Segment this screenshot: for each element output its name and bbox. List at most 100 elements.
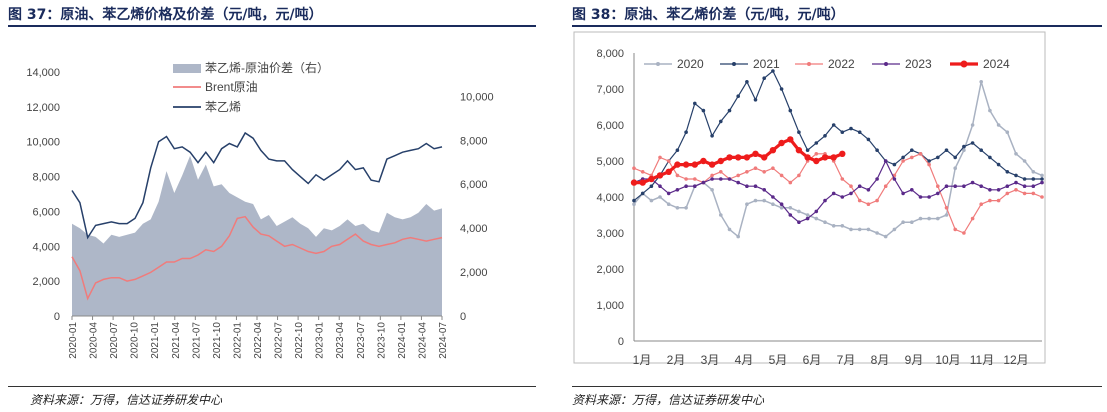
right-series-point-2022 bbox=[910, 155, 914, 160]
left-y-tick-label: 14,000 bbox=[26, 67, 60, 79]
right-series-point-2020 bbox=[814, 216, 819, 221]
right-series-point-2023 bbox=[936, 191, 940, 196]
right-series-point-2023 bbox=[866, 188, 871, 192]
left-legend-label: 苯乙烯-原油价差（右） bbox=[205, 60, 329, 75]
right-series-point-2021 bbox=[979, 148, 983, 152]
right-series-point-2023 bbox=[962, 184, 966, 188]
right-legend-marker-2020 bbox=[656, 62, 660, 66]
left-x-tick-label: 2023-07 bbox=[356, 322, 367, 359]
left-x-tick-label: 2020-10 bbox=[130, 322, 141, 359]
right-series-point-2021 bbox=[814, 141, 819, 145]
right-series-point-2023 bbox=[892, 177, 897, 181]
right-series-point-2020 bbox=[1022, 159, 1027, 163]
right-series-point-2020 bbox=[970, 123, 975, 127]
right-series-point-2021 bbox=[788, 108, 793, 113]
right-series-point-2024 bbox=[804, 154, 811, 161]
right-series-point-2023 bbox=[1014, 180, 1018, 185]
right-series-point-2022 bbox=[944, 206, 949, 210]
left-x-tick-label: 2024-04 bbox=[417, 322, 428, 359]
right-series-point-2023 bbox=[831, 191, 836, 196]
right-series-point-2020 bbox=[996, 123, 1001, 127]
right-series-point-2022 bbox=[1005, 191, 1010, 196]
right-series-point-2024 bbox=[700, 157, 707, 165]
right-series-point-2021 bbox=[797, 130, 801, 134]
right-series-point-2020 bbox=[979, 80, 983, 84]
right-series-point-2020 bbox=[1031, 170, 1036, 174]
right-series-point-2021 bbox=[944, 148, 949, 152]
right-x-tick-label: 10月 bbox=[935, 353, 960, 367]
left-x-tick-label: 2024-07 bbox=[438, 322, 449, 359]
right-series-point-2023 bbox=[1005, 184, 1010, 188]
right-series-point-2023 bbox=[814, 209, 819, 214]
left-y-tick-label: 12,000 bbox=[26, 102, 60, 114]
left-x-tick-label: 2020-07 bbox=[109, 322, 120, 359]
right-series-point-2021 bbox=[719, 119, 723, 124]
right-series-point-2023 bbox=[996, 188, 1001, 192]
right-y-tick-label: 4,000 bbox=[460, 223, 488, 235]
right-x-tick-label: 3月 bbox=[701, 353, 720, 367]
right-series-point-2021 bbox=[632, 198, 636, 203]
right-series-point-2020 bbox=[753, 198, 758, 203]
right-series-point-2020 bbox=[840, 224, 845, 228]
right-series-point-2021 bbox=[1040, 177, 1044, 181]
right-series-point-2020 bbox=[910, 220, 914, 224]
right-series-point-2020 bbox=[719, 213, 723, 217]
right-legend-marker-2021 bbox=[732, 62, 736, 66]
left-x-tick-label: 2023-10 bbox=[376, 322, 387, 359]
right-series-point-2024 bbox=[639, 179, 646, 186]
right-series-point-2024 bbox=[769, 147, 777, 154]
right-x-tick-label: 2月 bbox=[667, 353, 686, 367]
right-series-point-2021 bbox=[901, 155, 905, 160]
right-series-point-2020 bbox=[736, 234, 740, 239]
right-series-point-2021 bbox=[927, 159, 931, 163]
left-x-tick-label: 2020-04 bbox=[89, 322, 100, 359]
right-series-point-2023 bbox=[944, 184, 949, 188]
right-series-point-2023 bbox=[979, 184, 983, 188]
right-y-tick-label: 4,000 bbox=[596, 192, 624, 204]
right-series-point-2022 bbox=[632, 166, 636, 170]
right-series-point-2022 bbox=[918, 152, 923, 156]
right-series-point-2023 bbox=[779, 202, 784, 206]
right-series-point-2022 bbox=[745, 170, 749, 174]
right-series-point-2021 bbox=[684, 130, 688, 134]
right-y-tick-label: 8,000 bbox=[460, 135, 488, 147]
right-series-point-2020 bbox=[805, 213, 810, 217]
right-x-tick-label: 9月 bbox=[905, 353, 924, 367]
right-series-point-2024 bbox=[778, 139, 785, 147]
right-series-point-2020 bbox=[866, 227, 871, 232]
left-x-tick-label: 2022-01 bbox=[232, 322, 243, 359]
right-series-point-2020 bbox=[849, 227, 853, 232]
right-series-point-2023 bbox=[953, 184, 957, 188]
right-series-point-2020 bbox=[745, 202, 749, 206]
right-series-point-2020 bbox=[831, 224, 836, 228]
right-series-point-2021 bbox=[727, 108, 732, 113]
right-series-point-2020 bbox=[875, 231, 879, 235]
right-series-point-2022 bbox=[797, 173, 801, 178]
right-series-point-2023 bbox=[840, 195, 845, 199]
right-series-point-2020 bbox=[649, 198, 654, 203]
right-series-point-2023 bbox=[1022, 184, 1027, 188]
right-series-point-2020 bbox=[857, 227, 862, 232]
right-series-point-2024 bbox=[795, 147, 803, 154]
right-series-point-2024 bbox=[656, 172, 664, 179]
right-series-point-2022 bbox=[771, 166, 775, 170]
right-series-point-2023 bbox=[701, 180, 706, 185]
right-series-point-2021 bbox=[701, 108, 706, 113]
right-series-point-2024 bbox=[761, 154, 768, 161]
right-series-point-2023 bbox=[970, 180, 975, 185]
right-series-point-2024 bbox=[743, 154, 751, 161]
right-legend-label-2021: 2021 bbox=[753, 57, 780, 71]
right-chart: 0 1,000 2,000 3,000 4,000 5,000 6,000 7,000 8,00… bbox=[573, 31, 1046, 367]
right-series-point-2022 bbox=[666, 159, 671, 163]
right-series-point-2023 bbox=[918, 195, 923, 199]
right-series-point-2024 bbox=[708, 161, 716, 168]
right-series-point-2023 bbox=[1040, 180, 1044, 185]
right-series-point-2020 bbox=[944, 213, 949, 217]
right-series-point-2022 bbox=[840, 177, 845, 181]
left-legend-label: Brent原油 bbox=[205, 80, 258, 94]
right-legend-marker-2024 bbox=[960, 60, 968, 68]
right-legend-marker-2022 bbox=[807, 62, 811, 66]
right-series-point-2022 bbox=[866, 202, 871, 206]
right-legend-marker-2023 bbox=[884, 62, 888, 66]
right-series-point-2021 bbox=[762, 76, 766, 80]
